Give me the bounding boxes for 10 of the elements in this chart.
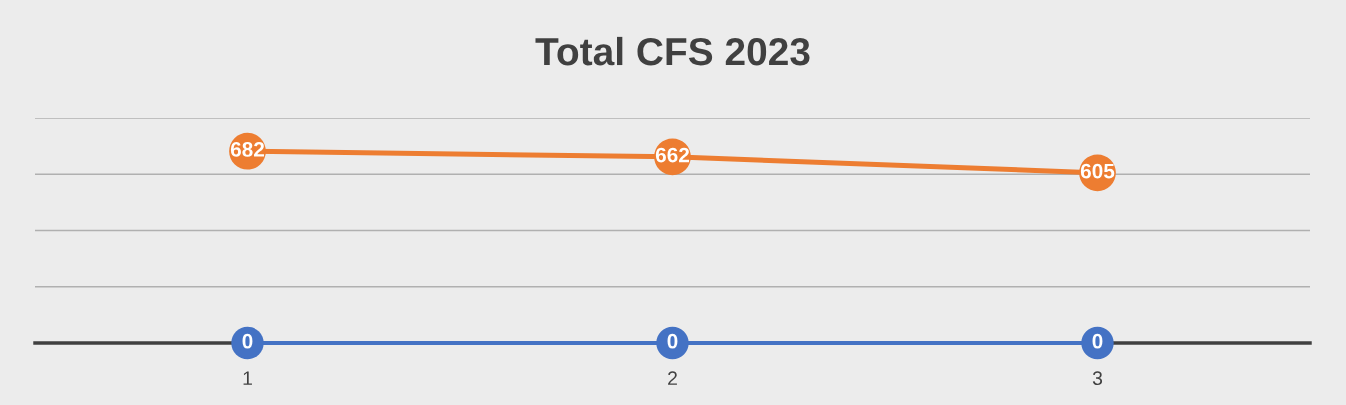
x-tick-label: 3	[1092, 371, 1103, 386]
chart-title: Total CFS 2023	[535, 36, 810, 66]
x-tick-label: 2	[668, 371, 677, 385]
x-tick-label: 1	[243, 371, 252, 385]
data-label: 0	[667, 333, 678, 349]
data-label: 662	[655, 147, 690, 163]
data-label: 605	[1080, 163, 1115, 179]
data-label: 0	[1092, 333, 1103, 349]
data-label: 0	[242, 333, 253, 349]
data-label: 682	[230, 142, 265, 157]
